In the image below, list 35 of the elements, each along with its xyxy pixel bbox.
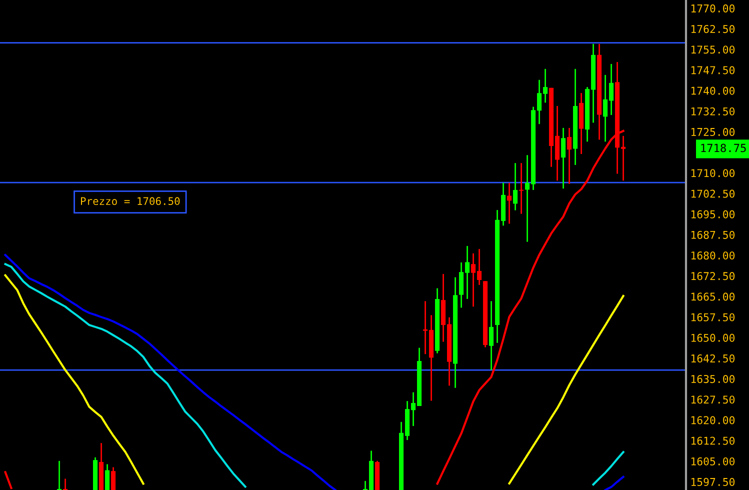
candlestick [561, 127, 566, 190]
candlestick [507, 182, 512, 224]
text: 1718.75 [701, 144, 746, 152]
y-tick-label: 1747.50 [691, 66, 735, 74]
y-tick-label: 1702.50 [691, 190, 735, 198]
y-tick-label: 1762.50 [691, 24, 735, 34]
candlestick [519, 162, 524, 215]
y-tick-label: 1755.00 [691, 46, 735, 54]
y-tick-label: 1657.50 [691, 313, 735, 322]
y-tick-label: 1740.00 [691, 86, 735, 95]
candlestick [513, 162, 518, 211]
y-tick-label: 1650.00 [691, 334, 735, 342]
y-tick-label: 1680.00 [691, 251, 735, 260]
candlestick [111, 466, 116, 490]
candlestick [567, 127, 572, 185]
y-tick-label: 1635.00 [691, 374, 735, 384]
y-tick-label: 1770.00 [691, 4, 735, 12]
y-tick-label: 1725.00 [691, 128, 735, 136]
y-tick-label: 1627.50 [691, 396, 735, 404]
candlestick [105, 464, 110, 490]
candlestick [63, 478, 68, 490]
y-tick-label: 1687.50 [691, 230, 735, 239]
candlestick [489, 300, 494, 371]
y-tick-label: 1695.00 [691, 210, 735, 218]
y-tick-label: 1665.00 [691, 292, 735, 301]
y-tick-label: 1642.50 [691, 354, 735, 362]
ref-line-label: Prezzo = 1706.50 [81, 197, 180, 206]
y-tick-label: 1597.50 [691, 478, 735, 486]
y-tick-label: 1710.00 [691, 169, 735, 178]
y-tick-label: 1612.50 [691, 436, 735, 445]
candlestick [57, 460, 62, 490]
y-tick-label: 1605.00 [691, 457, 735, 466]
y-tick-label: 1732.50 [691, 107, 735, 116]
y-tick-label: 1672.50 [691, 272, 735, 280]
y-tick-label: 1620.00 [691, 416, 735, 424]
